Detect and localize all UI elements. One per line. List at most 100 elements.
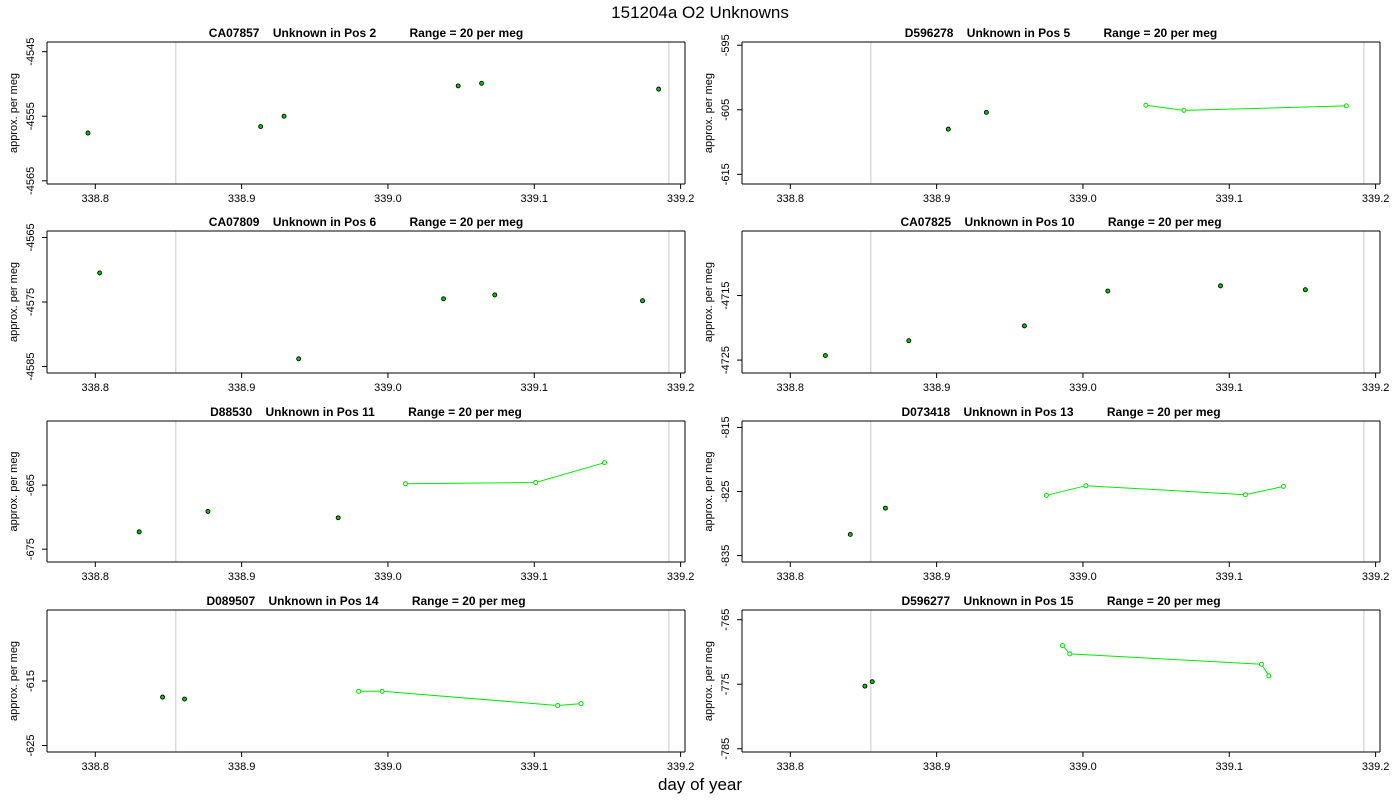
series-point (578, 701, 584, 707)
series-point (1343, 103, 1349, 109)
x-tick-label: 338.9 (923, 382, 951, 394)
panel-title: D073418 Unknown in Pos 13 Range = 20 per… (901, 405, 1220, 419)
panel-title: D596278 Unknown in Pos 5 Range = 20 per … (905, 26, 1217, 40)
data-point (205, 508, 211, 514)
x-tick-label: 339.2 (667, 571, 695, 583)
y-axis-label: approx. per meg (8, 262, 20, 342)
data-point (136, 529, 142, 535)
x-tick-label: 338.9 (228, 382, 256, 394)
panel-2: 338.8 338.9 339.0 339.1 339.2 -595 -605 -615 app… (703, 26, 1389, 205)
x-tick-label: 339.0 (1069, 382, 1097, 394)
x-tick-label: 339.0 (374, 382, 402, 394)
y-axis-label: approx. per meg (8, 641, 20, 721)
data-point (906, 338, 912, 344)
panel-8: 338.8 338.9 339.0 339.1 339.2 -765 -775 -785 app… (703, 594, 1389, 773)
panel-6: 338.8 338.9 339.0 339.1 339.2 -815 -825 -835 app… (703, 405, 1389, 583)
x-tick-label: 339.2 (1362, 193, 1390, 205)
series-line (1046, 485, 1284, 496)
y-tick-label: -4545 (25, 38, 37, 66)
x-tick-label: 338.8 (777, 571, 805, 583)
data-point (258, 124, 264, 130)
x-tick-label: 339.1 (521, 382, 549, 394)
x-tick-label: 339.2 (667, 382, 695, 394)
x-tick-label: 338.8 (82, 193, 110, 205)
data-point (656, 86, 662, 92)
x-tick-label: 339.2 (1362, 571, 1390, 583)
y-axis-label: approx. per meg (703, 262, 715, 342)
data-point (822, 353, 828, 359)
data-point (862, 683, 868, 689)
y-tick-label: -595 (720, 34, 732, 56)
panel-3: 338.8 338.9 339.0 339.1 339.2 -4565 -4575 -4585… (8, 215, 694, 394)
x-tick-label: 339.2 (667, 761, 695, 773)
panel-4: 338.8 338.9 339.0 339.1 339.2 -4715 -4725 appro… (703, 215, 1389, 394)
series-point (403, 481, 409, 487)
y-tick-label: -4715 (720, 281, 732, 309)
series-point (1043, 492, 1049, 498)
data-point (983, 109, 989, 115)
panel-title: D596277 Unknown in Pos 15 Range = 20 per… (901, 594, 1220, 608)
y-tick-label: -675 (25, 538, 37, 560)
series-point (1258, 661, 1264, 667)
series-line (1145, 104, 1347, 111)
x-tick-label: 338.8 (82, 571, 110, 583)
y-tick-label: -835 (720, 545, 732, 567)
data-point (1218, 283, 1223, 289)
panel-title: D88530 Unknown in Pos 11 Range = 20 per … (210, 405, 522, 419)
data-point (492, 292, 498, 298)
y-axis-label: approx. per meg (8, 451, 20, 531)
x-tick-label: 339.1 (1216, 382, 1244, 394)
y-tick-label: -775 (720, 673, 732, 695)
panel-title: CA07857 Unknown in Pos 2 Range = 20 per … (209, 26, 523, 40)
y-tick-label: -785 (720, 738, 732, 760)
series-point (379, 688, 385, 694)
series-point (1143, 102, 1149, 108)
x-tick-label: 338.8 (777, 382, 805, 394)
x-tick-label: 339.0 (374, 761, 402, 773)
y-tick-label: -4555 (25, 102, 37, 130)
x-tick-label: 338.8 (82, 761, 110, 773)
figure-x-axis-label: day of year (657, 775, 743, 794)
data-point (869, 679, 875, 685)
panel-title: CA07809 Unknown in Pos 6 Range = 20 per … (209, 215, 523, 229)
data-point (945, 126, 951, 132)
y-tick-label: -665 (25, 474, 37, 496)
data-point (1105, 288, 1111, 294)
y-tick-label: -825 (720, 480, 732, 502)
y-axis-label: approx. per meg (8, 73, 20, 153)
series-line (405, 462, 605, 485)
x-tick-label: 338.8 (777, 761, 805, 773)
x-tick-label: 339.1 (521, 193, 549, 205)
y-tick-label: -4725 (720, 346, 732, 374)
x-tick-label: 339.0 (374, 571, 402, 583)
panel-1: 338.8 338.9 339.0 339.1 339.2 -4545 -4555 -4565… (8, 26, 694, 205)
series-point (1266, 673, 1272, 679)
x-tick-label: 339.0 (1069, 571, 1097, 583)
y-tick-label: -615 (25, 670, 37, 692)
data-point (882, 505, 888, 511)
panel-7: 338.8 338.9 339.0 339.1 339.2 -615 -625 approx.… (8, 594, 694, 773)
x-tick-label: 339.1 (1216, 571, 1244, 583)
x-tick-label: 339.1 (521, 571, 549, 583)
x-tick-label: 338.8 (777, 193, 805, 205)
x-tick-label: 339.1 (1216, 193, 1244, 205)
panel-title: CA07825 Unknown in Pos 10 Range = 20 per… (900, 215, 1221, 229)
x-tick-label: 338.9 (228, 571, 256, 583)
x-tick-label: 338.9 (923, 761, 951, 773)
y-tick-label: -605 (720, 99, 732, 121)
data-point (847, 531, 853, 537)
series-point (1059, 643, 1065, 648)
series-point (1181, 107, 1187, 113)
series-point (356, 688, 362, 694)
series-point (1280, 483, 1286, 489)
y-axis-label: approx. per meg (703, 73, 715, 153)
data-point (455, 83, 461, 89)
y-tick-label: -4585 (25, 352, 37, 380)
data-point (1021, 323, 1027, 329)
y-axis-label: approx. per meg (703, 641, 715, 721)
x-tick-label: 338.8 (82, 382, 110, 394)
data-point (160, 694, 166, 700)
data-point (182, 696, 188, 702)
series-line (1062, 645, 1270, 677)
